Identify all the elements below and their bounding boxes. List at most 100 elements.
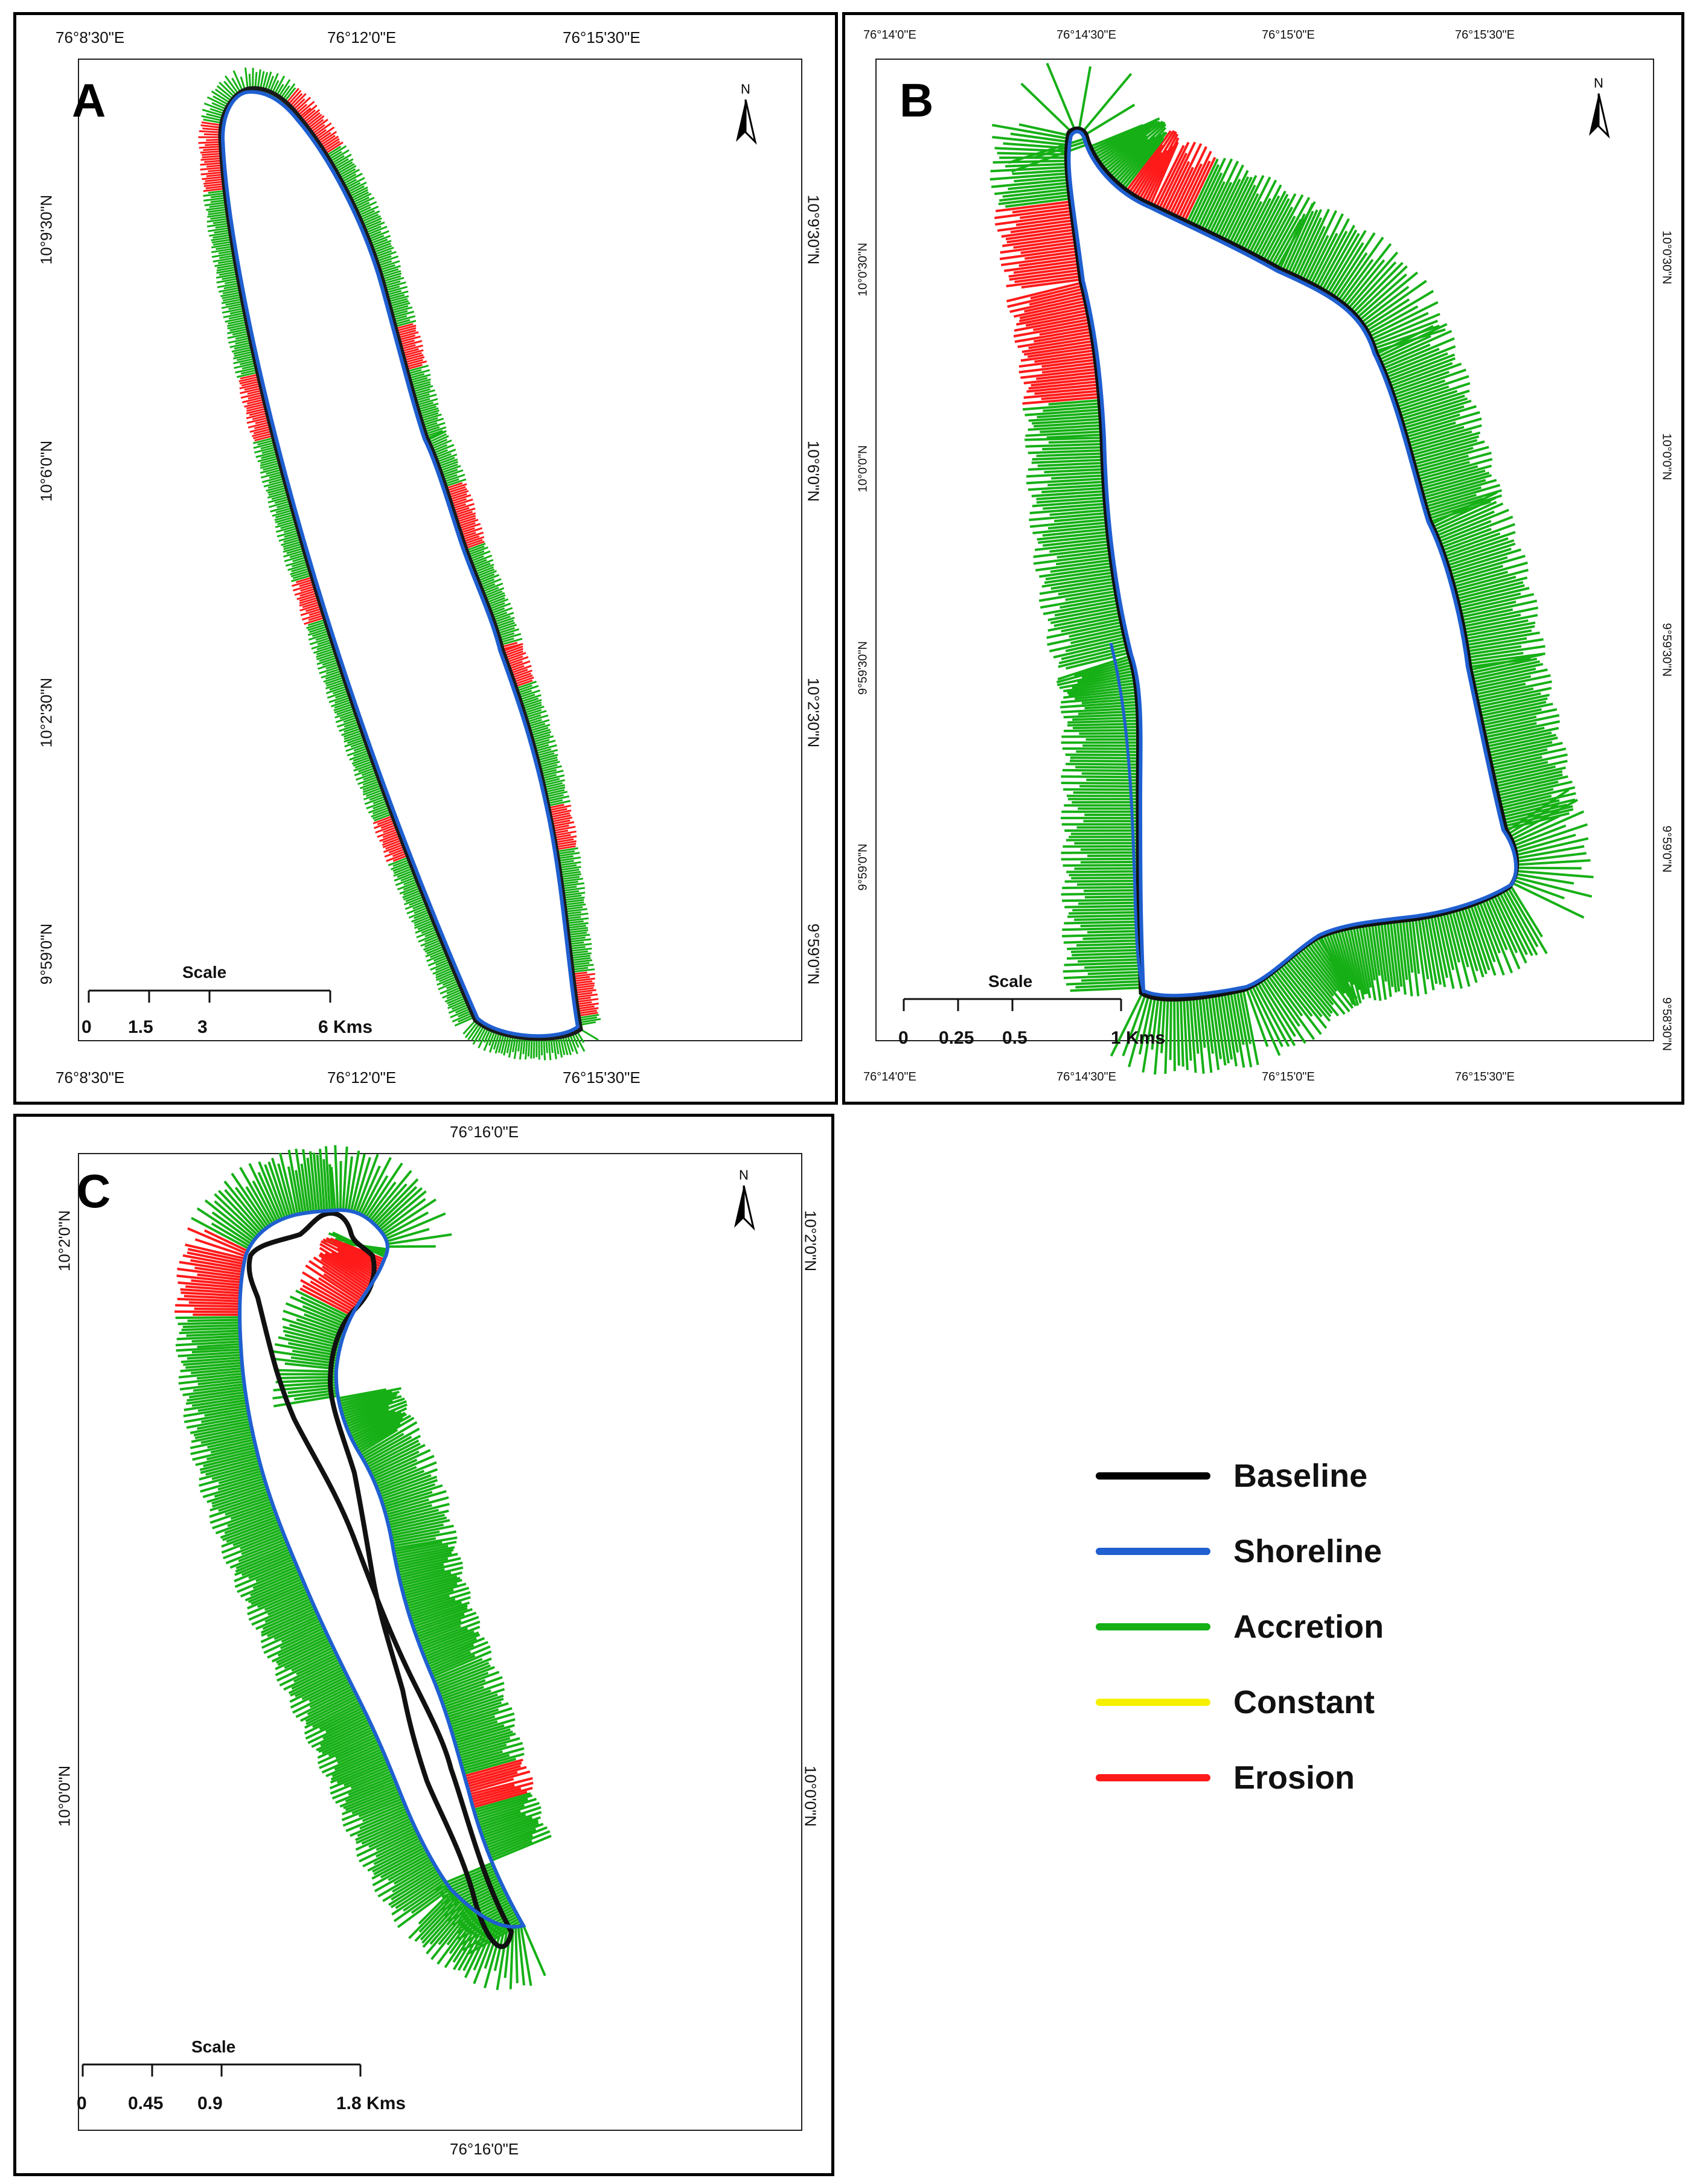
transect-line (1053, 515, 1109, 523)
transect-line (295, 1148, 307, 1213)
transect-line (387, 1509, 439, 1524)
panel-b-north-label: N (1594, 75, 1603, 91)
transect-line (1062, 886, 1141, 890)
transect-line (1489, 756, 1542, 770)
panel-c-bottom-label-1: 76°16'0"E (450, 2140, 519, 2158)
transect-line (1478, 708, 1542, 724)
transect-line (214, 1193, 259, 1237)
panel-b-letter: B (900, 74, 934, 127)
transect-line (991, 178, 1070, 188)
transect-line (1279, 964, 1323, 1018)
transect-line (318, 1726, 373, 1753)
transect-line (1355, 924, 1372, 998)
transect-line (177, 1268, 242, 1279)
transect-line (1514, 876, 1593, 898)
transect-line (1486, 741, 1563, 761)
transect-line (218, 1493, 270, 1512)
transect-line (1024, 250, 1079, 260)
transect-line (1400, 405, 1465, 427)
transect-line (1434, 510, 1495, 538)
transect-line (467, 1771, 518, 1788)
transect-line (1129, 130, 1175, 198)
transect-line (302, 1149, 313, 1213)
transect-line (356, 1827, 417, 1857)
transect-line (1082, 103, 1136, 137)
transect-line (206, 1446, 257, 1461)
transect-line (209, 1495, 270, 1518)
transect-line (422, 1900, 465, 1948)
transect-line (187, 1227, 248, 1255)
transect-line (1009, 293, 1087, 313)
transect-line (227, 1508, 275, 1527)
transect-line (194, 1266, 243, 1276)
transect-line (1077, 958, 1143, 963)
transect-line (1065, 651, 1131, 670)
transect-line (1061, 735, 1141, 738)
transect-line (309, 1685, 353, 1708)
transect-line (1423, 484, 1501, 509)
transect-line (351, 1792, 401, 1815)
transect-line (199, 1454, 258, 1471)
transect-line (260, 1607, 316, 1634)
transect-line (1510, 810, 1585, 845)
transect-line (1241, 197, 1271, 254)
transect-line (1033, 546, 1112, 558)
transect-line (1486, 896, 1521, 969)
transect-line (1006, 281, 1084, 303)
transect-line (361, 1819, 413, 1845)
transect-line (1036, 371, 1099, 380)
transect-line (1075, 983, 1143, 989)
transect-line (1236, 200, 1263, 251)
transect-line (395, 1548, 454, 1563)
transect-line (1105, 138, 1149, 177)
transect-line (1501, 889, 1538, 956)
transect-line (1032, 455, 1105, 461)
panel-b-top-label-4: 76°15'30"E (1455, 28, 1515, 42)
panel-c-scale-tick-3: 1.8 Kms (336, 2093, 406, 2113)
transect-line (367, 1181, 397, 1220)
transect-line (348, 1775, 394, 1796)
transect-line (319, 1243, 377, 1278)
transect-line (1471, 667, 1536, 684)
transect-line (393, 1860, 433, 1885)
transect-line (1436, 520, 1492, 544)
transect-line (370, 1450, 420, 1476)
transect-line (1420, 915, 1435, 991)
transect-line (1008, 266, 1082, 278)
transect-line (1005, 197, 1072, 208)
transect-line (1399, 400, 1472, 424)
transect-line (1054, 602, 1120, 617)
transect-line (470, 1781, 534, 1801)
transect-line (408, 1591, 471, 1613)
transect-line (1219, 176, 1253, 242)
transect-line (411, 1885, 450, 1914)
panel-b-scale-bar (903, 998, 1122, 1011)
transect-line (488, 1834, 533, 1854)
transect-line (1424, 493, 1477, 512)
transect-line (1264, 975, 1301, 1027)
transect-line (1084, 964, 1143, 969)
transect-line (203, 1229, 249, 1253)
transect-line (1021, 278, 1083, 289)
transect-line (1082, 936, 1142, 940)
transect-line (1408, 916, 1420, 997)
transect-line (1431, 500, 1497, 532)
transect-line (1061, 642, 1129, 660)
transect-line (1199, 181, 1226, 232)
transect-line (1067, 719, 1141, 724)
transect-line (496, 1926, 509, 1990)
transect-line (1110, 990, 1145, 1057)
transect-line (300, 1163, 310, 1213)
transect-line (1046, 433, 1104, 439)
panel-b-north-arrow: N (1581, 75, 1617, 142)
transect-line (191, 1428, 252, 1443)
panel-b-top-label-1: 76°14'0"E (863, 28, 916, 42)
transect-line (1006, 231, 1077, 244)
transect-line (193, 1383, 245, 1392)
transect-line (267, 1629, 326, 1659)
transect-line (1076, 942, 1142, 947)
transect-line (1449, 564, 1504, 583)
transect-line (1182, 156, 1216, 225)
shoreline-swatch-icon (1096, 1548, 1210, 1555)
transect-line (1291, 954, 1334, 1006)
